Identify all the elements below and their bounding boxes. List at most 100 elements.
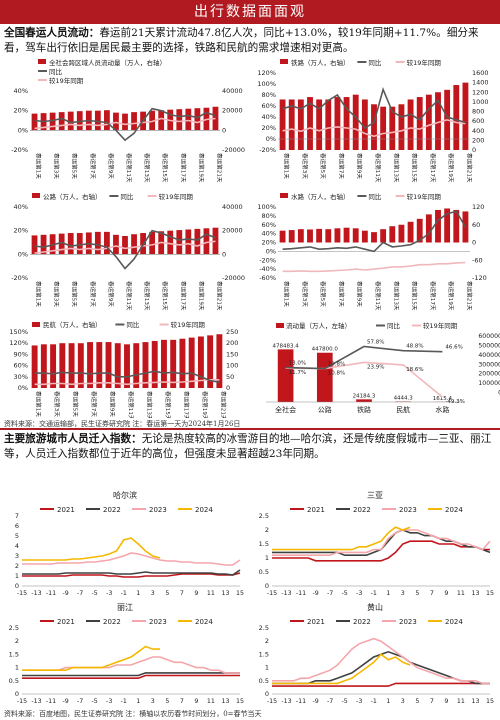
- x-tick: 春运第3天: [301, 281, 309, 307]
- x-tick: 春运第11天: [374, 153, 382, 183]
- y-tick-left: -20%: [259, 146, 276, 154]
- y-tick-left: 40%: [14, 203, 28, 211]
- x-tick: 1: [386, 590, 390, 597]
- x-tick: 5: [165, 590, 169, 597]
- x-tick: -7: [327, 698, 333, 705]
- x-tick: 1: [136, 698, 140, 705]
- y-tick-left: 40%: [14, 87, 28, 95]
- legend-label: 2023: [399, 506, 417, 514]
- x-tick: 3: [401, 698, 405, 705]
- x-tick: -5: [92, 698, 98, 705]
- legend-label: 2022: [353, 618, 371, 626]
- bar: [425, 214, 432, 243]
- source-note-2: 资料来源：百度地图，民生证券研究院 注：横轴以农历春节时间划分，0=春节当天: [4, 710, 262, 718]
- bar: [453, 85, 460, 150]
- bar: [40, 344, 47, 388]
- x-tick: 春运第19天: [447, 281, 455, 311]
- chart-harbin: 哈尔滨 2021 2022 2023 2024 7 6 5 4 3 2 1 0 -15 -13 -11 -9 -7…: [2, 488, 248, 600]
- x-tick: -1: [121, 590, 127, 597]
- y-tick: 1: [265, 664, 269, 672]
- bar: [407, 221, 414, 243]
- point-label: 23.9%: [367, 364, 384, 370]
- bar: [31, 113, 38, 131]
- y-tick-right: 1000: [472, 98, 489, 106]
- y-tick-right: 800: [472, 108, 484, 116]
- bar: [325, 99, 332, 150]
- x-tick: 春运第1天: [35, 153, 43, 179]
- legend-swatch-bar: [32, 193, 40, 198]
- bar: [435, 209, 441, 243]
- x-tick: -15: [267, 698, 277, 705]
- y-tick-right: 50: [226, 373, 234, 381]
- intro-body: 春运前21天累计流动47.8亿人次，同比+13.0%，较19年同期+11.7%。…: [4, 27, 479, 54]
- x-tick: 春运第21天: [465, 281, 473, 311]
- x-tick: -1: [121, 698, 127, 705]
- legend-label: 同比: [368, 192, 382, 201]
- x-tick: -5: [342, 590, 348, 597]
- bar: [104, 231, 110, 255]
- y-tick: 6: [15, 522, 19, 530]
- point-label: 48.8%: [406, 344, 423, 350]
- y-tick-right: 20000: [222, 107, 243, 115]
- x-tick: 13: [471, 590, 479, 597]
- bar: [297, 99, 304, 150]
- point-label: 18.6%: [406, 367, 423, 373]
- bar: [398, 224, 405, 243]
- y-tick-left: 40%: [262, 230, 276, 238]
- x-tick: 春运第11天: [125, 281, 133, 311]
- y-tick-left: 20%: [262, 239, 276, 247]
- bar-value-label: 24184.3: [353, 393, 376, 399]
- x-tick: 春运第5天: [71, 153, 79, 179]
- bar: [277, 349, 294, 402]
- bar: [114, 343, 121, 388]
- x-tick: 7: [430, 590, 434, 597]
- y-tick-left: -60%: [259, 274, 276, 282]
- page-banner: 出行数据面面观: [0, 0, 500, 24]
- bar: [142, 342, 149, 388]
- chart-rail: 铁路（万人，右轴） 同比 较19年同期 120% 100% 80% 60% 40% 20% 0% -…: [250, 56, 500, 190]
- x-tick: -3: [106, 590, 112, 597]
- y-tick-left: 0%: [18, 126, 28, 134]
- x-tick: 1: [386, 698, 390, 705]
- bar-value-label: 478483.4: [272, 343, 299, 349]
- y-tick-right: 0: [226, 384, 230, 392]
- x-tick: 春运第11天: [374, 281, 382, 311]
- series-line-2021: [22, 674, 240, 679]
- bar: [203, 228, 210, 255]
- y-tick-right: -60: [472, 256, 483, 264]
- x-tick: 5: [165, 698, 169, 705]
- series-line-yoy: [34, 229, 216, 270]
- bar: [279, 230, 286, 243]
- series-line-2023: [272, 637, 490, 685]
- bar: [371, 104, 377, 150]
- x-tick: 春运第3天: [53, 153, 61, 179]
- y-tick-right: 0: [472, 239, 476, 247]
- bar: [462, 82, 469, 150]
- x-tick: -1: [371, 698, 377, 705]
- y-tick: 0.5: [259, 677, 269, 685]
- bar: [113, 234, 119, 255]
- y-tick-right: 600000: [478, 333, 500, 340]
- bar: [94, 231, 101, 255]
- legend-label: 同比: [126, 320, 139, 329]
- x-tick: 11: [457, 698, 465, 705]
- y-tick-right: 60: [472, 221, 480, 229]
- bar: [104, 110, 110, 131]
- legend-swatch-bar: [32, 322, 40, 327]
- bar: [151, 340, 158, 388]
- series-line-yoy: [282, 210, 467, 253]
- chart-title: 黄山: [367, 602, 383, 612]
- x-tick: 春运第7天: [89, 281, 97, 307]
- bar: [407, 99, 414, 150]
- legend-label: 民航（万人，右轴）: [43, 320, 102, 329]
- bar: [416, 218, 423, 243]
- bar: [76, 233, 83, 255]
- y-tick-right: 400000: [478, 352, 500, 359]
- x-tick: 春运第9天: [356, 153, 364, 179]
- y-tick-left: 120%: [9, 339, 28, 347]
- bar: [297, 229, 304, 243]
- source-note-1: 资料来源：交通运输部，民生证券研究院 注：春运第一天为2024年1月26日: [4, 420, 241, 428]
- x-tick: -11: [296, 590, 306, 597]
- y-tick: 1: [265, 554, 269, 562]
- x-tick: 春运第7天: [90, 391, 98, 417]
